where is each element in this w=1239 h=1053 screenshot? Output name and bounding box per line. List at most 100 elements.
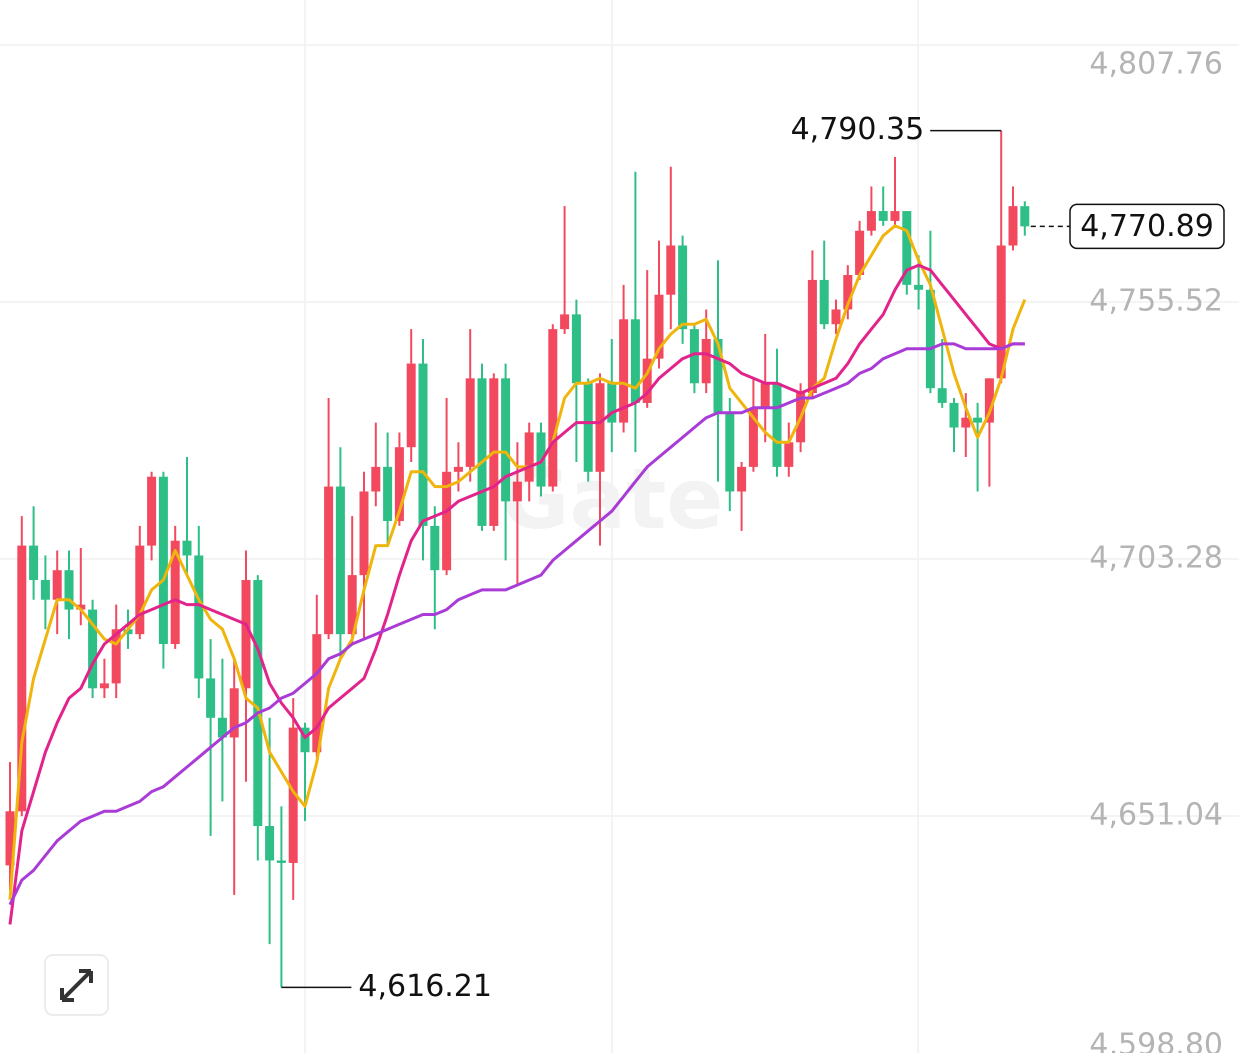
candle-body: [630, 319, 640, 403]
candle-body: [206, 678, 216, 718]
candle-body: [713, 338, 723, 413]
last-price-label: 4,770.89: [1080, 209, 1214, 244]
candle-body: [501, 378, 511, 502]
candle-body: [937, 388, 947, 403]
candle-body: [288, 727, 298, 863]
candle-body: [619, 319, 629, 423]
candle-body: [973, 417, 983, 423]
candle-body: [819, 279, 829, 325]
candle-body: [300, 727, 310, 753]
moving-average-line: [8, 263, 1025, 925]
candle-body: [76, 604, 86, 610]
candle-body: [383, 466, 393, 522]
candle-body: [843, 275, 853, 310]
candle-body: [737, 466, 747, 492]
candle-body: [158, 476, 168, 644]
candle-body: [607, 383, 617, 423]
candle-body: [40, 580, 50, 600]
y-tick-label: 4,703.28: [1089, 540, 1223, 575]
candle-body: [241, 580, 251, 689]
candle-body: [265, 826, 275, 861]
candle-body: [276, 860, 286, 863]
candle-body: [477, 378, 487, 526]
candle-body: [560, 314, 570, 330]
candle-body: [371, 466, 381, 492]
candle-body: [359, 491, 369, 576]
candle-body: [571, 314, 581, 384]
candle-body: [760, 383, 770, 408]
candle-body: [642, 358, 652, 403]
y-tick-label: 4,807.76: [1089, 47, 1223, 82]
candle-body: [902, 211, 912, 285]
candle-body: [324, 486, 334, 635]
candle-body: [406, 363, 416, 448]
candle-body: [135, 545, 145, 635]
candle-body: [182, 540, 192, 556]
candle-body: [253, 580, 263, 827]
candle-body: [217, 717, 227, 738]
candle-body: [583, 383, 593, 472]
candle-body: [430, 525, 440, 571]
expand-button[interactable]: [44, 954, 109, 1016]
candle-body: [689, 329, 699, 384]
high-label: 4,790.35: [791, 112, 925, 147]
candle-body: [524, 432, 534, 482]
candle-body: [855, 230, 865, 276]
candle-body: [453, 466, 463, 472]
time-grid: [304, 0, 919, 1053]
candle-body: [914, 284, 924, 290]
candle-body: [725, 412, 735, 492]
y-tick-label: 4,651.04: [1089, 797, 1223, 832]
expand-icon[interactable]: [60, 969, 93, 1002]
candle-body: [88, 609, 98, 689]
candle-body: [394, 447, 404, 522]
candle-body: [465, 378, 475, 467]
low-label: 4,616.21: [358, 969, 492, 1004]
candle-body: [170, 540, 180, 644]
candle-body: [890, 211, 900, 221]
candle-body: [654, 294, 664, 359]
candle-body: [64, 570, 74, 610]
candle-body: [312, 634, 322, 753]
candle-body: [347, 575, 357, 635]
candle-body: [147, 476, 157, 546]
candle-body: [984, 378, 994, 423]
candle-body: [418, 363, 428, 526]
candle-body: [335, 486, 345, 635]
candle-body: [678, 245, 688, 330]
candle-body: [666, 245, 676, 295]
last-price-box: [1069, 203, 1225, 250]
candle-body: [701, 338, 711, 384]
candle-body: [29, 545, 39, 581]
y-tick-label: 4,755.52: [1089, 283, 1223, 318]
candle-body: [52, 570, 62, 600]
candle-body: [831, 309, 841, 325]
candle-body: [17, 545, 27, 812]
candle-body: [1008, 206, 1018, 246]
candles: [5, 130, 1030, 988]
candle-body: [123, 629, 133, 635]
candle-body: [5, 811, 15, 866]
candle-body: [595, 383, 605, 472]
moving-average-line: [8, 224, 1027, 900]
candle-body: [194, 555, 204, 679]
candle-body: [99, 683, 109, 689]
candle-body: [996, 245, 1006, 379]
candle-body: [229, 688, 239, 738]
candle-body: [961, 417, 971, 428]
moving-average-line: [8, 342, 1025, 906]
candle-body: [925, 289, 935, 389]
y-tick-label: 4,598.80: [1089, 1028, 1223, 1053]
candle-body: [1020, 206, 1030, 227]
candle-body: [784, 442, 794, 467]
candle-body: [772, 383, 782, 467]
candle-body: [442, 471, 452, 571]
candle-body: [512, 481, 522, 502]
candle-body: [748, 407, 758, 467]
candle-body: [548, 329, 558, 487]
candle-body: [878, 211, 888, 221]
candle-body: [949, 402, 959, 428]
